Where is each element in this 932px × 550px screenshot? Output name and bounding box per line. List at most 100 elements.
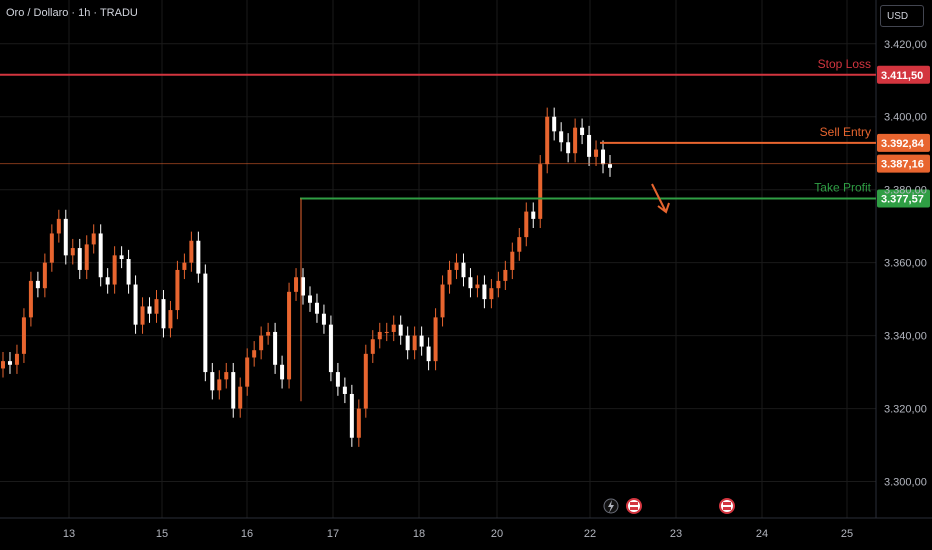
price-axis: 3.420,00 3.400,00 3.380,00 3.360,00 3.340,00… (884, 39, 927, 489)
candle (91, 233, 96, 245)
candle (356, 408, 361, 438)
candle (349, 393, 354, 438)
y-tick-label: 3.420,00 (884, 39, 927, 51)
candle (217, 379, 222, 391)
candle (391, 324, 396, 332)
candle (238, 386, 243, 409)
candle (105, 277, 110, 285)
candle (56, 218, 61, 234)
candle (566, 142, 571, 154)
candle (203, 273, 208, 373)
x-tick-label: 20 (491, 528, 503, 540)
candle (342, 386, 347, 394)
x-tick-label: 18 (413, 528, 425, 540)
candle (70, 248, 75, 256)
candle (419, 335, 424, 347)
down-arrow-icon (651, 183, 670, 214)
candle (154, 299, 159, 314)
candle (14, 353, 19, 365)
candle (294, 277, 299, 292)
level-name: Stop Loss (818, 57, 871, 71)
x-tick-label: 16 (241, 528, 253, 540)
candle (307, 295, 312, 303)
candle (482, 284, 487, 300)
price-badge (877, 65, 930, 84)
level-name: Sell Entry (820, 125, 871, 139)
candle (314, 302, 319, 314)
candle (335, 372, 340, 387)
price-badge (877, 189, 930, 208)
candle (573, 127, 578, 154)
candle (245, 357, 250, 387)
candle (601, 149, 606, 165)
candle (580, 127, 585, 135)
candle (147, 306, 152, 314)
candle (210, 372, 215, 391)
candle (35, 280, 40, 289)
candle (112, 255, 117, 285)
candle (524, 211, 529, 238)
lightning-icon[interactable] (603, 498, 619, 514)
candle (126, 259, 131, 285)
price-badge-label: 3.392,84 (881, 138, 925, 150)
candle (321, 313, 326, 325)
price-badge (877, 133, 930, 152)
x-tick-label: 17 (327, 528, 339, 540)
x-tick-label: 15 (156, 528, 168, 540)
x-tick-label: 24 (756, 528, 768, 540)
candle (433, 317, 438, 362)
symbol-title: Oro / Dollaro · 1h · TRADU (6, 7, 138, 19)
candle (252, 350, 257, 358)
candle (426, 346, 431, 362)
candle (370, 339, 375, 354)
event-flag-icon[interactable] (626, 498, 642, 514)
candle (168, 310, 173, 329)
candle (224, 372, 229, 380)
candle (454, 262, 459, 270)
candle (161, 299, 166, 329)
candle (447, 269, 452, 285)
currency-selector[interactable]: USD (880, 5, 924, 27)
candle (377, 331, 382, 340)
candle (398, 324, 403, 336)
y-tick-label: 3.300,00 (884, 477, 927, 489)
candle (266, 331, 271, 336)
candle (475, 284, 480, 289)
candle (503, 269, 508, 281)
event-flag-icon[interactable] (719, 498, 735, 514)
candle (510, 251, 515, 270)
candle (531, 211, 536, 219)
candle (545, 116, 550, 165)
candle (280, 364, 285, 380)
y-tick-label: 3.340,00 (884, 331, 927, 343)
candle (182, 262, 187, 270)
candle (28, 280, 33, 318)
price-badge-label: 3.411,50 (881, 70, 923, 82)
grid (0, 0, 876, 518)
candle (412, 335, 417, 351)
candle (175, 269, 180, 311)
candle (363, 353, 368, 409)
candle (133, 284, 138, 325)
candle (587, 134, 592, 157)
level-name: Take Profit (814, 181, 871, 195)
candle (21, 317, 26, 354)
candle (559, 131, 564, 143)
candle (77, 248, 82, 270)
candles (1, 107, 612, 447)
candle (538, 164, 543, 219)
candle (468, 277, 473, 289)
y-tick-label: 3.320,00 (884, 404, 927, 416)
candle (461, 262, 466, 278)
candle (608, 164, 612, 168)
candle (496, 280, 501, 289)
price-badge-label: 3.387,16 (881, 159, 924, 171)
candle (405, 335, 410, 351)
candle (517, 237, 522, 252)
y-tick-label: 3.400,00 (884, 112, 927, 124)
candle (328, 324, 333, 373)
candle (196, 240, 201, 274)
candle (384, 331, 389, 333)
x-tick-label: 25 (841, 528, 853, 540)
